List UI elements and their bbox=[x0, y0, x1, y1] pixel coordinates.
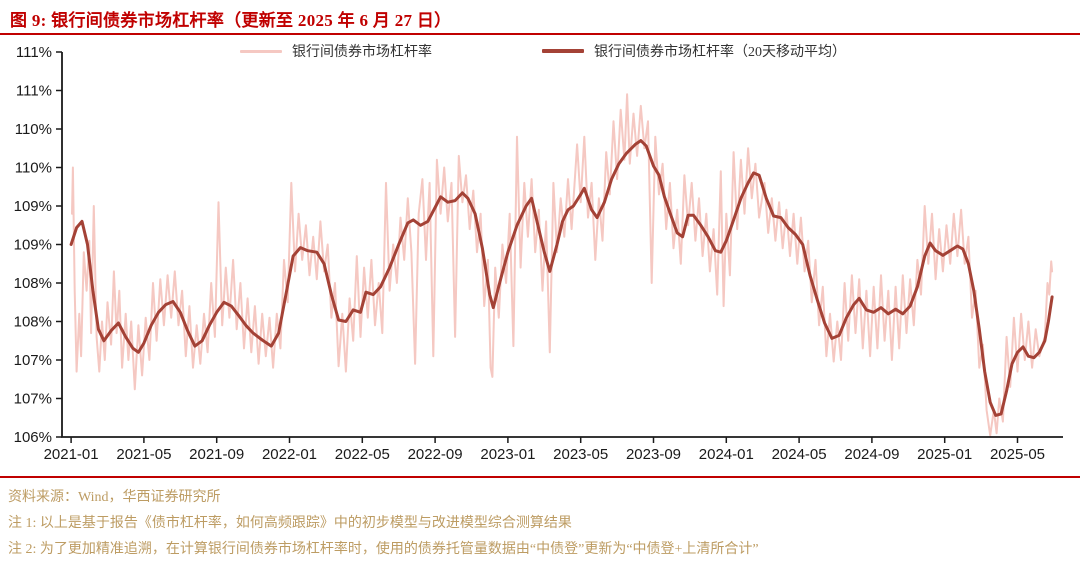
legend-item-daily: 银行间债券市场杠杆率 bbox=[240, 41, 432, 61]
y-axis-tick-label: 108% bbox=[14, 275, 52, 292]
axis-frame bbox=[61, 52, 1063, 438]
x-axis-tick-label: 2021-09 bbox=[189, 446, 244, 463]
note-line-2: 注 2: 为了更加精准追溯，在计算银行间债券市场杠杆率时，使用的债券托管量数据由… bbox=[8, 542, 759, 557]
x-axis-tick-label: 2022-09 bbox=[408, 446, 463, 463]
ma-leverage-series bbox=[69, 139, 1054, 417]
bottom-divider bbox=[0, 476, 1080, 479]
x-axis-tick-label: 2022-05 bbox=[335, 446, 390, 463]
figure-title: 图 9: 银行间债券市场杠杆率（更新至 2025 年 6 月 27 日） bbox=[10, 11, 452, 30]
x-axis-tick-label: 2023-05 bbox=[553, 446, 608, 463]
daily-line-swatch bbox=[240, 49, 282, 53]
y-axis-tick-label: 111% bbox=[16, 83, 52, 100]
source-line: 资料来源：Wind，华西证券研究所 bbox=[8, 490, 221, 505]
x-axis-tick-label: 2024-01 bbox=[699, 446, 754, 463]
x-axis-tick-label: 2021-05 bbox=[116, 446, 171, 463]
x-axis-tick-label: 2025-01 bbox=[917, 446, 972, 463]
x-axis-tick-label: 2025-05 bbox=[990, 446, 1045, 463]
x-axis-tick-label: 2024-09 bbox=[844, 446, 899, 463]
legend-label-daily: 银行间债券市场杠杆率 bbox=[292, 45, 432, 60]
y-axis-tick-label: 110% bbox=[15, 160, 52, 177]
top-divider bbox=[0, 33, 1080, 36]
y-axis-tick-label: 109% bbox=[14, 198, 52, 215]
y-axis-tick-label: 111% bbox=[16, 44, 52, 61]
chart-legend: 银行间债券市场杠杆率 银行间债券市场杠杆率（20天移动平均） bbox=[240, 41, 846, 61]
y-axis-tick-label: 106% bbox=[14, 429, 52, 446]
y-axis-tick-label: 109% bbox=[14, 237, 52, 254]
x-axis-tick-label: 2022-01 bbox=[262, 446, 317, 463]
y-axis-tick-label: 107% bbox=[14, 352, 52, 369]
daily-leverage-series bbox=[71, 93, 1054, 437]
x-axis-tick-label: 2023-01 bbox=[480, 446, 535, 463]
y-axis-tick-label: 107% bbox=[14, 391, 52, 408]
note-line-1: 注 1: 以上是基于报告《债市杠杆率，如何高频跟踪》中的初步模型与改进模型综合测… bbox=[8, 516, 572, 531]
x-axis-tick-label: 2021-01 bbox=[44, 446, 99, 463]
y-axis-tick-label: 110% bbox=[15, 121, 52, 138]
legend-label-ma: 银行间债券市场杠杆率（20天移动平均） bbox=[594, 45, 846, 60]
x-axis-tick-label: 2024-05 bbox=[772, 446, 827, 463]
legend-item-ma: 银行间债券市场杠杆率（20天移动平均） bbox=[542, 41, 846, 61]
x-axis-tick-label: 2023-09 bbox=[626, 446, 681, 463]
ma-line-swatch bbox=[542, 49, 584, 53]
y-axis-tick-label: 108% bbox=[14, 314, 52, 331]
